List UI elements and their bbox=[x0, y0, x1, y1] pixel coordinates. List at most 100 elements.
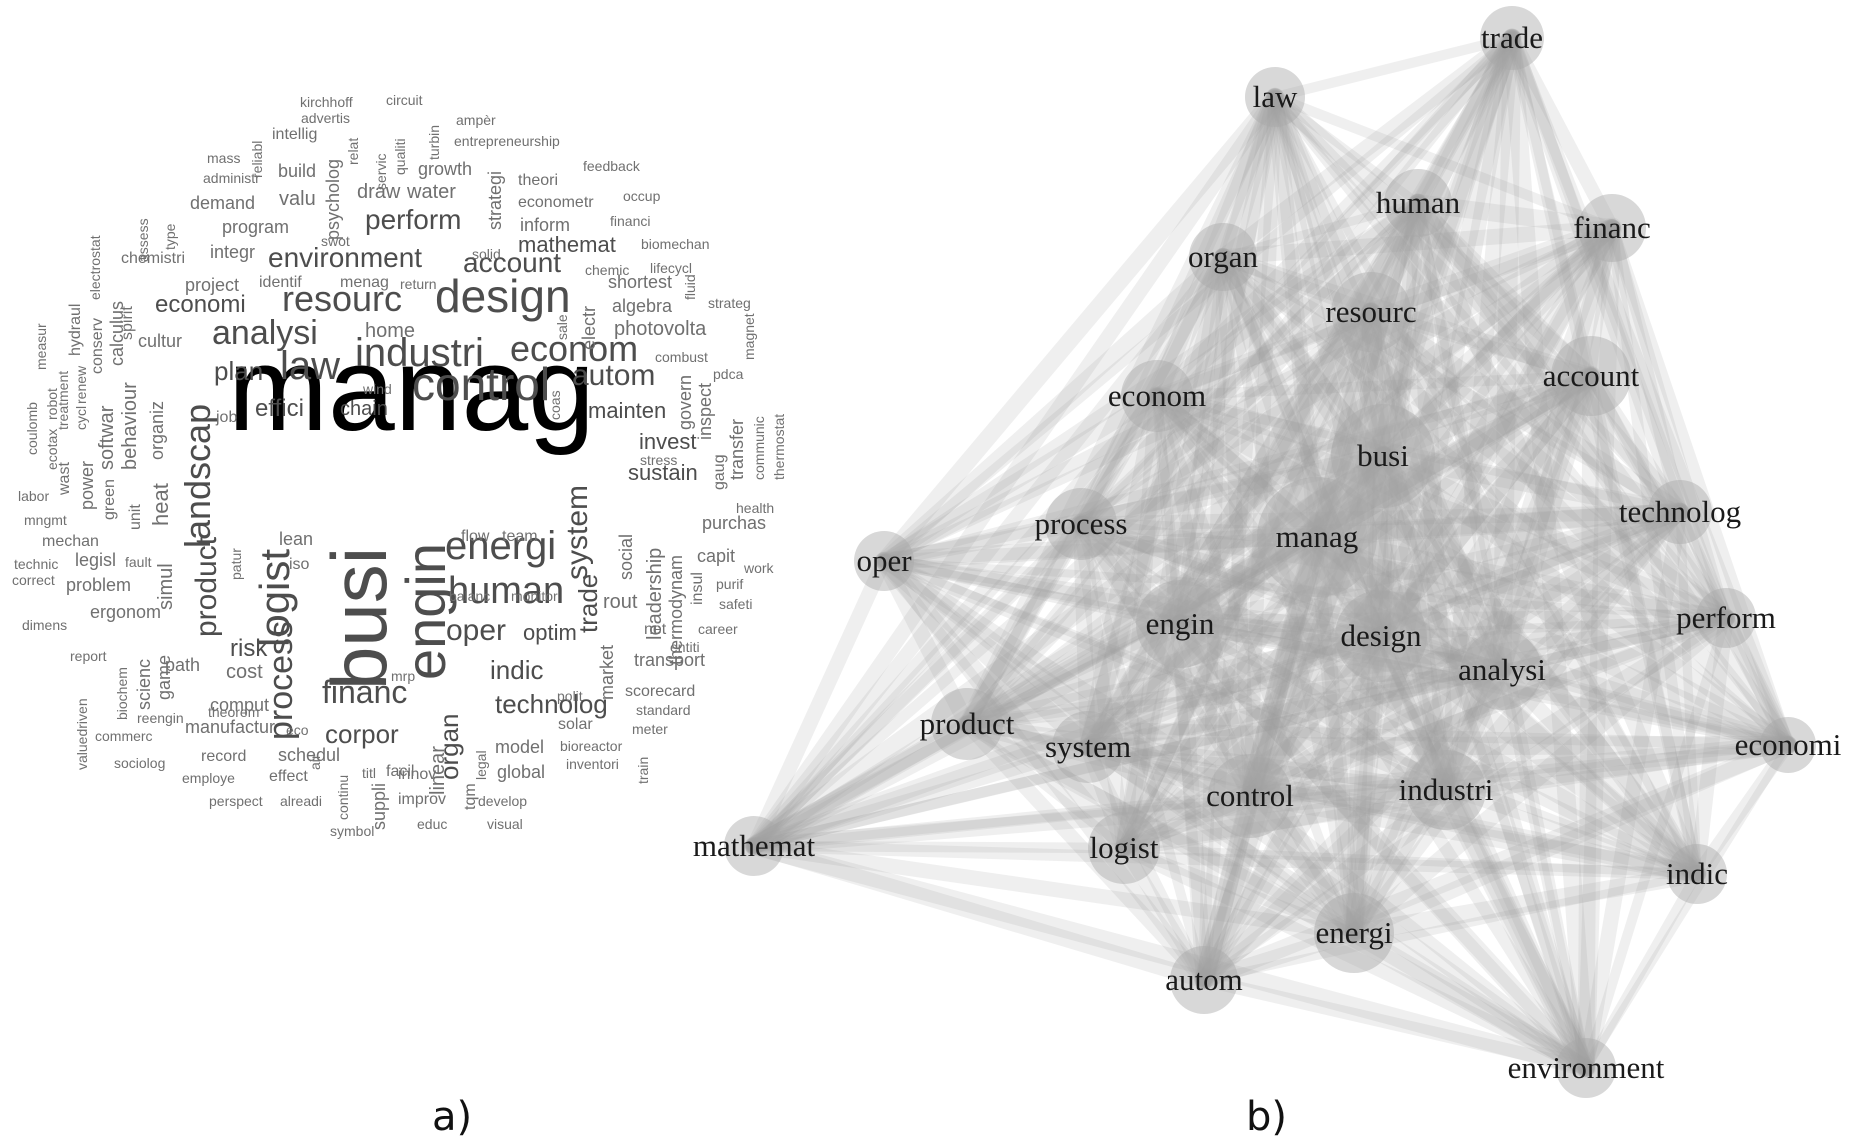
network-edge bbox=[1271, 93, 1730, 622]
network-edge bbox=[1436, 660, 1512, 800]
cloud-word: account bbox=[463, 246, 562, 278]
cloud-word: industri bbox=[355, 331, 484, 375]
network-nodes bbox=[724, 6, 1816, 1098]
cloud-word: mainten bbox=[588, 398, 667, 424]
network-edge bbox=[1078, 87, 1285, 757]
node-trade bbox=[1480, 6, 1544, 70]
network-edge bbox=[1266, 88, 1600, 385]
network-edge bbox=[1115, 627, 1390, 857]
network-edge bbox=[1309, 529, 1705, 882]
network-edge bbox=[1075, 518, 1387, 642]
network-edge bbox=[1076, 307, 1376, 529]
network-edge bbox=[1151, 32, 1518, 402]
network-edge bbox=[1373, 193, 1428, 466]
network-edge bbox=[1081, 740, 1593, 1075]
network-edge bbox=[1073, 516, 1132, 856]
cloud-word: photovolta bbox=[614, 318, 707, 340]
network-edge bbox=[1269, 91, 1686, 518]
network-edge bbox=[746, 838, 1362, 941]
cloud-word: algebra bbox=[612, 295, 673, 316]
network-edge bbox=[1345, 303, 1380, 942]
network-edge bbox=[962, 223, 1617, 729]
cloud-word: advertis bbox=[301, 109, 351, 126]
network-edge bbox=[748, 531, 1323, 852]
node-control bbox=[1208, 754, 1292, 838]
network-edge bbox=[1195, 29, 1521, 989]
network-edge bbox=[1073, 504, 1688, 532]
node-label-human: human bbox=[1376, 185, 1461, 220]
network-edge bbox=[880, 557, 1701, 878]
cloud-word: analysi bbox=[212, 313, 318, 352]
node-label-engin: engin bbox=[1146, 606, 1215, 641]
network-edge bbox=[748, 306, 1377, 852]
network-edge bbox=[875, 248, 1232, 570]
node-label-mathemat: mathemat bbox=[693, 828, 816, 863]
network-edge bbox=[877, 530, 1324, 568]
network-edge bbox=[1215, 220, 1620, 265]
cloud-word: mass bbox=[207, 149, 241, 166]
cloud-word: control bbox=[412, 358, 551, 411]
network-edge bbox=[1267, 89, 1379, 320]
network-edge bbox=[1172, 220, 1620, 632]
network-edge bbox=[1197, 973, 1593, 1075]
cloud-word: economi bbox=[155, 290, 246, 318]
network-edge bbox=[879, 556, 1793, 750]
cloud-word: sustain bbox=[628, 460, 698, 486]
network-edge bbox=[1081, 740, 1257, 803]
cloud-word: employe bbox=[182, 769, 235, 786]
network-edge bbox=[1149, 304, 1379, 404]
node-financ bbox=[1578, 194, 1646, 262]
cloud-word: law bbox=[280, 344, 341, 388]
network-edge bbox=[1307, 502, 1690, 547]
node-label-autom: autom bbox=[1165, 962, 1243, 997]
network-edge bbox=[1080, 195, 1426, 755]
network-edge bbox=[1170, 614, 1260, 806]
network-edge bbox=[1374, 447, 1689, 521]
cloud-word: titl bbox=[362, 764, 376, 781]
cloud-word: indic bbox=[490, 655, 544, 686]
node-system bbox=[1052, 711, 1124, 783]
cloud-word: entiti bbox=[670, 638, 700, 655]
network-edge bbox=[1365, 306, 1508, 676]
network-edge bbox=[1170, 614, 1596, 1078]
network-edge bbox=[1361, 302, 1456, 800]
node-energi bbox=[1314, 893, 1394, 973]
network-edge bbox=[1082, 32, 1518, 753]
network-edge bbox=[1363, 304, 1705, 882]
network-edge bbox=[1117, 663, 1509, 855]
cloud-word: integr bbox=[210, 241, 256, 262]
network-edge bbox=[1072, 515, 1797, 754]
network-edge bbox=[1215, 249, 1510, 678]
node-label-perform: perform bbox=[1676, 600, 1776, 635]
network-edge bbox=[1115, 248, 1232, 857]
node-label-organ: organ bbox=[1188, 239, 1259, 274]
network-edge bbox=[1197, 505, 1687, 987]
network-edge bbox=[1214, 29, 1521, 266]
cloud-word: pdca bbox=[713, 365, 744, 382]
word-cloud: manag busi engin control design industri law re… bbox=[0, 0, 820, 1060]
network-edge bbox=[1577, 367, 1600, 1077]
cloud-word: project bbox=[185, 274, 240, 295]
network-edge bbox=[1199, 613, 1731, 985]
network-edge bbox=[1151, 390, 1210, 986]
node-analysi bbox=[1462, 630, 1542, 710]
cloud-word: valu bbox=[279, 188, 316, 210]
cloud-word: mechan bbox=[42, 533, 99, 551]
network-edge bbox=[1378, 451, 1591, 1073]
network-edge bbox=[1307, 527, 1456, 800]
network-edge bbox=[1216, 250, 1257, 803]
cloud-word: dimens bbox=[22, 616, 68, 633]
network-edge bbox=[1216, 250, 1388, 643]
cloud-word: ampèr bbox=[456, 111, 496, 128]
cloud-word: reengin bbox=[137, 709, 184, 726]
network-edge bbox=[1152, 391, 1185, 629]
network-edge bbox=[1408, 193, 1690, 522]
network-edge bbox=[1347, 783, 1453, 940]
cloud-word: entrepreneurship bbox=[454, 132, 560, 149]
network-edge bbox=[1119, 371, 1596, 853]
network-edge bbox=[1197, 90, 1282, 987]
network-edge bbox=[748, 450, 1389, 852]
network-edge bbox=[1213, 247, 1736, 628]
network-edge bbox=[748, 840, 1703, 880]
